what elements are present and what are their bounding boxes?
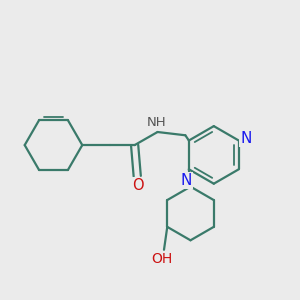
- Text: OH: OH: [152, 252, 173, 266]
- Text: N: N: [181, 173, 192, 188]
- Text: N: N: [240, 131, 252, 146]
- Text: O: O: [132, 178, 144, 193]
- Text: NH: NH: [147, 116, 167, 129]
